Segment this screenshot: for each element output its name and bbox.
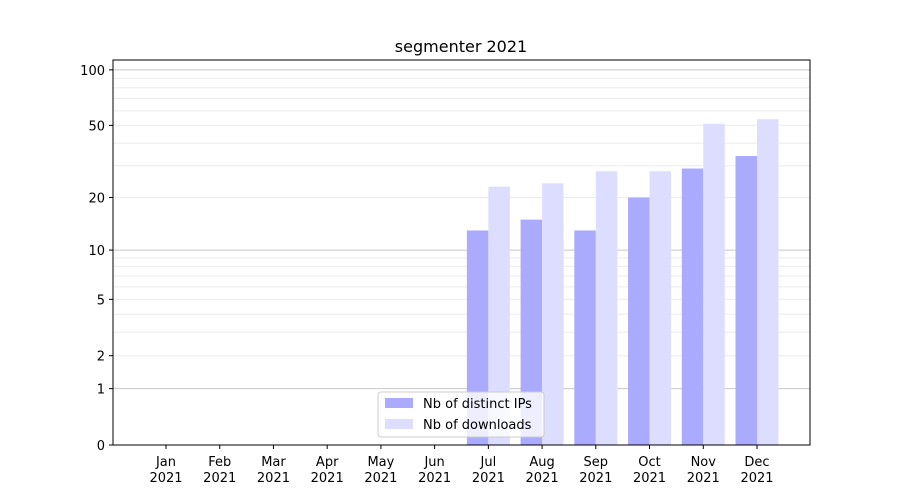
y-tick-label: 20	[88, 192, 105, 207]
legend-label-downloads: Nb of downloads	[423, 418, 532, 433]
y-tick-label: 2	[97, 350, 105, 365]
x-tick-label: Jul 2021	[472, 455, 505, 486]
y-tick-label: 5	[97, 293, 105, 308]
bar-downloads	[488, 186, 510, 446]
bar-downloads	[649, 171, 672, 445]
x-tick-label: Jun 2021	[418, 455, 451, 486]
plot-frame	[112, 59, 811, 446]
y-tick-label: 100	[80, 64, 105, 79]
y-tick-label: 1	[97, 383, 105, 398]
y-tick-label: 0	[97, 439, 105, 454]
x-tick-label: May 2021	[364, 455, 397, 486]
bar-distinct-ips	[735, 155, 757, 446]
x-tick-label: Apr 2021	[311, 455, 344, 486]
x-tick-label: Oct 2021	[633, 455, 666, 486]
bar-distinct-ips	[574, 230, 596, 445]
x-tick-label: Jan 2021	[149, 455, 182, 486]
x-tick-label: Sep 2021	[579, 455, 612, 486]
y-tick-label: 10	[88, 244, 105, 259]
x-tick-label: Feb 2021	[203, 455, 236, 486]
bar-downloads	[757, 119, 779, 445]
legend-label-ips: Nb of distinct IPs	[423, 397, 532, 412]
x-tick-label: Nov 2021	[687, 455, 720, 486]
x-tick-label: Mar 2021	[257, 455, 290, 486]
chart-title: segmenter 2021	[395, 37, 527, 56]
legend-swatch-ips	[385, 398, 413, 408]
legend: Nb of distinct IPs Nb of downloads	[377, 391, 545, 438]
bar-distinct-ips	[628, 197, 650, 445]
legend-swatch-downloads	[385, 419, 413, 429]
bar-distinct-ips	[520, 219, 543, 445]
legend-box	[377, 391, 545, 438]
x-tick-label: Aug 2021	[526, 455, 559, 486]
bar-downloads	[595, 171, 618, 445]
y-tick-label: 50	[88, 119, 105, 134]
bar-distinct-ips	[466, 230, 489, 445]
x-tick-label: Dec 2021	[740, 455, 773, 486]
bar-distinct-ips	[681, 168, 704, 445]
bar-downloads	[542, 183, 564, 445]
bar-downloads	[703, 123, 725, 445]
